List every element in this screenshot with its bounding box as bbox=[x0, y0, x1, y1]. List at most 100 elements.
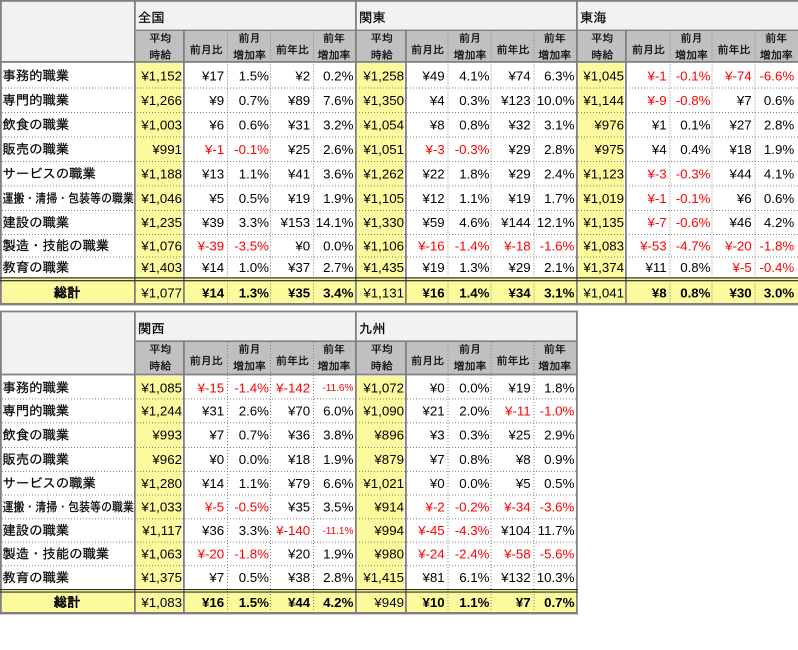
svg-text:¥-74: ¥-74 bbox=[724, 68, 752, 83]
svg-text:¥41: ¥41 bbox=[287, 166, 310, 181]
svg-text:¥81: ¥81 bbox=[422, 570, 445, 585]
svg-text:¥1,258: ¥1,258 bbox=[362, 68, 404, 83]
svg-text:¥-16: ¥-16 bbox=[417, 238, 445, 253]
svg-text:3.5%: 3.5% bbox=[323, 500, 353, 515]
svg-text:¥879: ¥879 bbox=[373, 452, 404, 467]
svg-text:-4.3%: -4.3% bbox=[455, 523, 490, 538]
svg-text:-0.1%: -0.1% bbox=[676, 191, 711, 206]
svg-text:¥19: ¥19 bbox=[287, 191, 310, 206]
svg-text:0.5%: 0.5% bbox=[239, 570, 269, 585]
svg-text:3.6%: 3.6% bbox=[323, 166, 353, 181]
svg-text:0.2%: 0.2% bbox=[323, 68, 353, 83]
svg-text:¥19: ¥19 bbox=[508, 380, 531, 395]
svg-text:0.5%: 0.5% bbox=[544, 476, 574, 491]
svg-text:1.8%: 1.8% bbox=[544, 380, 574, 395]
svg-text:¥0: ¥0 bbox=[294, 238, 310, 253]
svg-text:0.9%: 0.9% bbox=[544, 452, 574, 467]
svg-text:¥37: ¥37 bbox=[287, 260, 310, 275]
svg-text:¥29: ¥29 bbox=[508, 142, 531, 157]
svg-text:¥1,280: ¥1,280 bbox=[140, 476, 182, 491]
svg-text:¥1,244: ¥1,244 bbox=[140, 403, 182, 418]
svg-text:3.3%: 3.3% bbox=[239, 215, 269, 230]
svg-text:¥144: ¥144 bbox=[500, 215, 531, 230]
svg-text:¥29: ¥29 bbox=[508, 166, 531, 181]
svg-text:-2.4%: -2.4% bbox=[455, 547, 490, 562]
svg-text:¥18: ¥18 bbox=[729, 142, 752, 157]
svg-text:-0.1%: -0.1% bbox=[234, 142, 269, 157]
svg-text:¥0: ¥0 bbox=[208, 452, 224, 467]
svg-text:1.9%: 1.9% bbox=[764, 142, 794, 157]
svg-text:¥-15: ¥-15 bbox=[197, 380, 225, 395]
svg-text:0.7%: 0.7% bbox=[544, 595, 574, 610]
svg-text:¥11: ¥11 bbox=[644, 260, 666, 275]
svg-text:¥18: ¥18 bbox=[287, 452, 310, 467]
svg-text:¥980: ¥980 bbox=[373, 547, 404, 562]
svg-text:¥132: ¥132 bbox=[500, 570, 531, 585]
svg-text:¥59: ¥59 bbox=[422, 215, 445, 230]
svg-text:-1.8%: -1.8% bbox=[234, 547, 269, 562]
svg-text:¥896: ¥896 bbox=[373, 428, 404, 443]
svg-text:¥14: ¥14 bbox=[201, 476, 224, 491]
svg-text:-0.8%: -0.8% bbox=[676, 93, 711, 108]
svg-text:¥1: ¥1 bbox=[651, 117, 667, 132]
svg-text:-1.6%: -1.6% bbox=[540, 238, 575, 253]
svg-text:2.1%: 2.1% bbox=[544, 260, 574, 275]
svg-text:¥0: ¥0 bbox=[429, 476, 445, 491]
svg-text:¥1,188: ¥1,188 bbox=[140, 166, 182, 181]
svg-text:¥7: ¥7 bbox=[429, 452, 445, 467]
svg-text:-11.1%: -11.1% bbox=[322, 526, 353, 537]
svg-text:1.1%: 1.1% bbox=[239, 476, 269, 491]
svg-text:7.6%: 7.6% bbox=[323, 93, 353, 108]
svg-text:¥1,063: ¥1,063 bbox=[140, 547, 182, 562]
svg-text:1.9%: 1.9% bbox=[323, 191, 353, 206]
svg-text:¥-3: ¥-3 bbox=[646, 166, 666, 181]
svg-text:3.8%: 3.8% bbox=[323, 428, 353, 443]
svg-text:¥-58: ¥-58 bbox=[503, 547, 531, 562]
svg-text:¥7: ¥7 bbox=[208, 428, 224, 443]
svg-text:1.3%: 1.3% bbox=[239, 285, 269, 300]
svg-text:¥79: ¥79 bbox=[287, 476, 310, 491]
svg-text:¥1,330: ¥1,330 bbox=[362, 215, 404, 230]
svg-text:4.1%: 4.1% bbox=[459, 68, 489, 83]
svg-text:-6.6%: -6.6% bbox=[759, 68, 794, 83]
svg-text:¥-11: ¥-11 bbox=[504, 403, 531, 418]
svg-text:¥1,135: ¥1,135 bbox=[582, 215, 624, 230]
svg-text:1.9%: 1.9% bbox=[323, 452, 353, 467]
svg-text:¥993: ¥993 bbox=[151, 428, 182, 443]
svg-text:-11.6%: -11.6% bbox=[322, 383, 353, 394]
svg-text:¥-142: ¥-142 bbox=[275, 380, 310, 395]
svg-text:¥1,083: ¥1,083 bbox=[582, 238, 624, 253]
svg-text:¥39: ¥39 bbox=[201, 215, 224, 230]
svg-text:0.3%: 0.3% bbox=[459, 428, 489, 443]
svg-text:¥10: ¥10 bbox=[423, 595, 445, 610]
svg-text:3.1%: 3.1% bbox=[544, 117, 574, 132]
svg-text:¥994: ¥994 bbox=[373, 523, 404, 538]
svg-text:¥8: ¥8 bbox=[429, 117, 445, 132]
svg-text:10.0%: 10.0% bbox=[537, 93, 575, 108]
svg-text:¥-34: ¥-34 bbox=[503, 500, 531, 515]
svg-text:¥1,262: ¥1,262 bbox=[362, 166, 404, 181]
svg-text:¥13: ¥13 bbox=[201, 166, 224, 181]
svg-text:¥9: ¥9 bbox=[208, 93, 224, 108]
svg-text:¥46: ¥46 bbox=[729, 215, 752, 230]
svg-text:1.3%: 1.3% bbox=[459, 260, 489, 275]
svg-text:¥1,235: ¥1,235 bbox=[140, 215, 182, 230]
svg-text:4.6%: 4.6% bbox=[459, 215, 489, 230]
svg-text:¥49: ¥49 bbox=[422, 68, 445, 83]
svg-text:¥976: ¥976 bbox=[593, 117, 624, 132]
svg-text:¥-9: ¥-9 bbox=[646, 93, 666, 108]
svg-text:-0.5%: -0.5% bbox=[234, 500, 269, 515]
svg-text:¥4: ¥4 bbox=[651, 142, 667, 157]
svg-text:-1.0%: -1.0% bbox=[540, 403, 575, 418]
svg-text:¥5: ¥5 bbox=[208, 191, 224, 206]
svg-text:¥74: ¥74 bbox=[508, 68, 531, 83]
svg-text:-0.6%: -0.6% bbox=[676, 215, 711, 230]
svg-text:¥-39: ¥-39 bbox=[197, 238, 225, 253]
svg-text:¥12: ¥12 bbox=[422, 191, 445, 206]
svg-text:¥1,152: ¥1,152 bbox=[140, 68, 182, 83]
svg-text:-1.8%: -1.8% bbox=[759, 238, 794, 253]
svg-text:3.4%: 3.4% bbox=[323, 285, 353, 300]
svg-text:2.8%: 2.8% bbox=[323, 570, 353, 585]
svg-text:¥5: ¥5 bbox=[515, 476, 531, 491]
svg-text:6.0%: 6.0% bbox=[323, 403, 353, 418]
